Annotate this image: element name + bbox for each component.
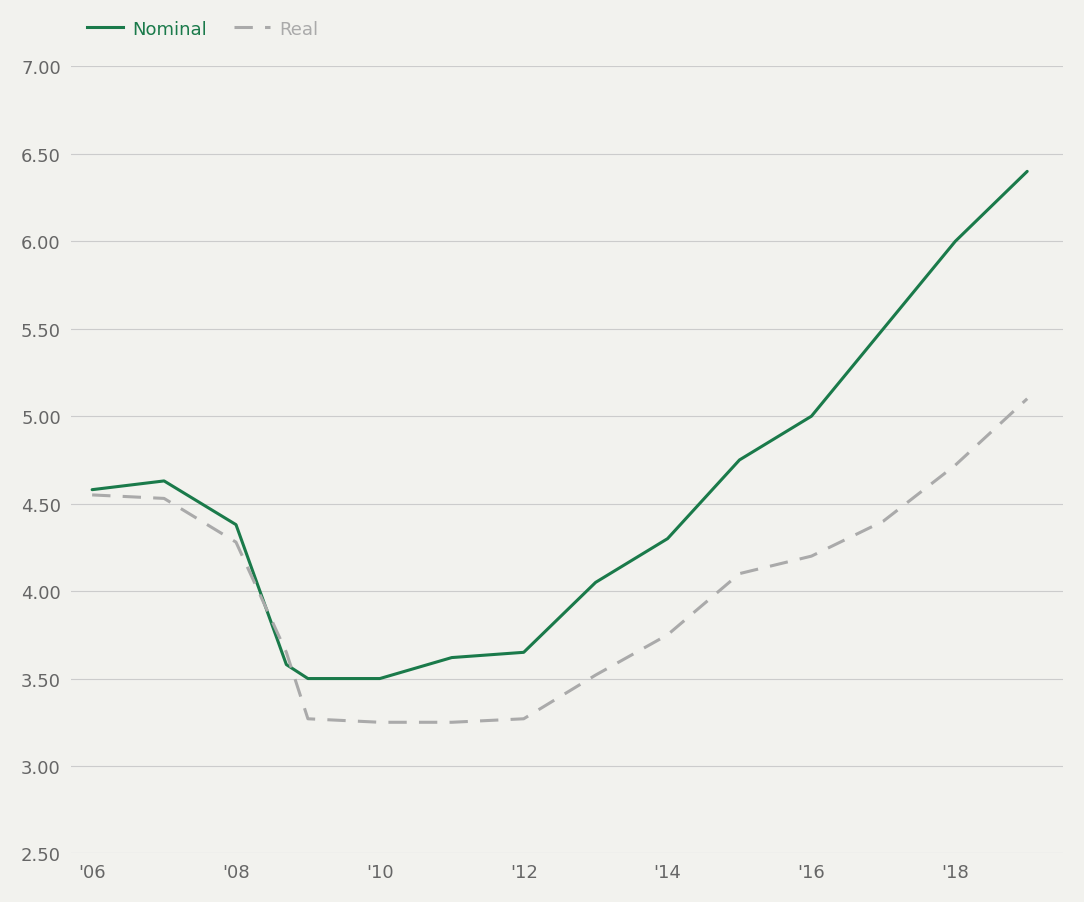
Real bbox=[446, 717, 459, 728]
Legend: Nominal, Real: Nominal, Real bbox=[79, 14, 325, 46]
Real bbox=[230, 537, 243, 548]
Real bbox=[948, 460, 962, 471]
Real bbox=[877, 516, 890, 527]
Nominal bbox=[948, 236, 962, 247]
Nominal bbox=[301, 674, 314, 685]
Real bbox=[373, 717, 386, 728]
Real bbox=[86, 490, 99, 501]
Nominal bbox=[589, 577, 602, 588]
Real bbox=[805, 551, 818, 562]
Real bbox=[157, 493, 170, 504]
Nominal bbox=[1021, 167, 1034, 178]
Nominal bbox=[733, 455, 746, 465]
Nominal bbox=[661, 534, 674, 545]
Real bbox=[661, 630, 674, 640]
Nominal bbox=[157, 476, 170, 487]
Nominal bbox=[446, 652, 459, 663]
Real bbox=[280, 647, 293, 658]
Nominal bbox=[877, 324, 890, 335]
Nominal bbox=[230, 520, 243, 530]
Nominal bbox=[517, 647, 530, 658]
Real bbox=[1021, 394, 1034, 405]
Nominal bbox=[280, 659, 293, 670]
Real bbox=[589, 670, 602, 681]
Line: Real: Real bbox=[92, 400, 1028, 723]
Nominal bbox=[373, 674, 386, 685]
Nominal bbox=[805, 411, 818, 422]
Real bbox=[733, 568, 746, 579]
Nominal bbox=[86, 484, 99, 495]
Real bbox=[301, 713, 314, 724]
Line: Nominal: Nominal bbox=[92, 172, 1028, 679]
Real bbox=[517, 713, 530, 724]
